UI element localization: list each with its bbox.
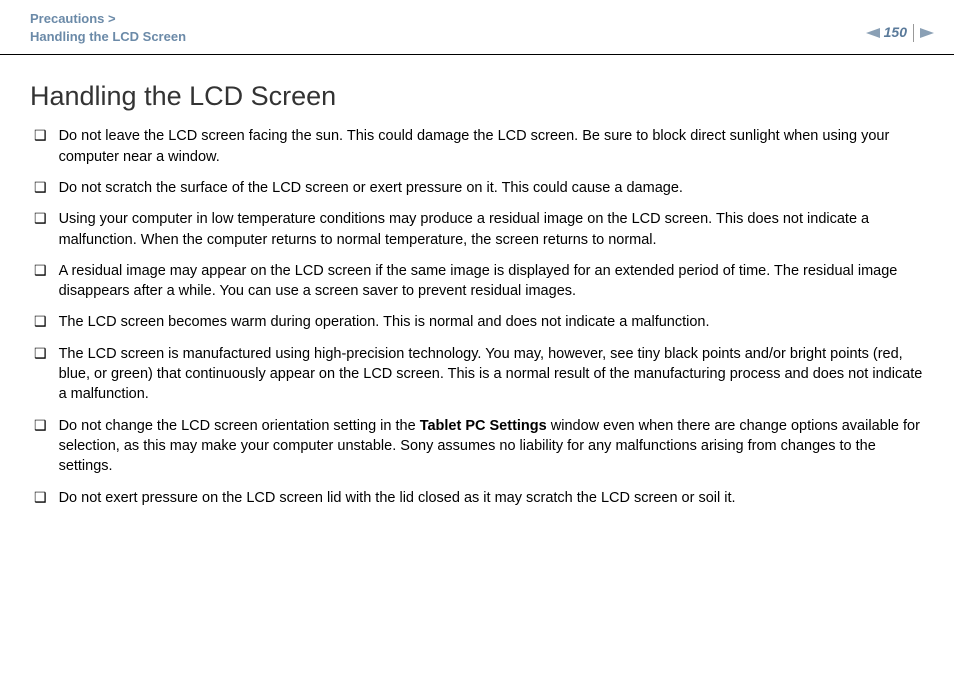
bullet-text: A residual image may appear on the LCD s… [59,261,924,302]
bullet-marker-icon: ❑ [34,416,47,436]
bold-term: Tablet PC Settings [420,418,547,434]
list-item: ❑ Do not scratch the surface of the LCD s… [30,178,924,198]
bullet-marker-icon: ❑ [34,126,47,146]
page-indicator: 150 [866,24,934,42]
page-content: Handling the LCD Screen ❑ Do not leave th… [0,55,954,538]
list-item: ❑ The LCD screen is manufactured using hi… [30,344,924,405]
bullet-text: Do not change the LCD screen orientation… [59,416,924,477]
list-item: ❑ The LCD screen becomes warm during oper… [30,312,924,332]
bullet-marker-icon: ❑ [34,488,47,508]
bullet-marker-icon: ❑ [34,261,47,281]
next-page-arrow-icon[interactable] [920,28,934,38]
bullet-text: Do not exert pressure on the LCD screen … [59,488,924,508]
bullet-text: Do not scratch the surface of the LCD sc… [59,178,924,198]
bullet-marker-icon: ❑ [34,312,47,332]
list-item: ❑ A residual image may appear on the LCD … [30,261,924,302]
bullet-text: The LCD screen is manufactured using hig… [59,344,924,405]
bullet-text: Do not leave the LCD screen facing the s… [59,126,924,167]
breadcrumb-section: Precautions > [30,10,924,28]
breadcrumb-page: Handling the LCD Screen [30,28,924,46]
page-title: Handling the LCD Screen [30,81,924,112]
bullet-marker-icon: ❑ [34,344,47,364]
breadcrumb: Precautions > Handling the LCD Screen [30,10,924,46]
bullet-list: ❑ Do not leave the LCD screen facing the … [30,126,924,507]
list-item: ❑ Do not leave the LCD screen facing the … [30,126,924,167]
list-item: ❑ Using your computer in low temperature … [30,209,924,250]
page-number: 150 [884,24,907,40]
page-number-wrap: 150 [884,24,914,42]
bullet-marker-icon: ❑ [34,209,47,229]
bullet-text: The LCD screen becomes warm during opera… [59,312,924,332]
page-header: Precautions > Handling the LCD Screen 15… [0,0,954,55]
list-item: ❑ Do not change the LCD screen orientatio… [30,416,924,477]
bullet-marker-icon: ❑ [34,178,47,198]
list-item: ❑ Do not exert pressure on the LCD screen… [30,488,924,508]
prev-page-arrow-icon[interactable] [866,28,880,38]
bullet-text: Using your computer in low temperature c… [59,209,924,250]
